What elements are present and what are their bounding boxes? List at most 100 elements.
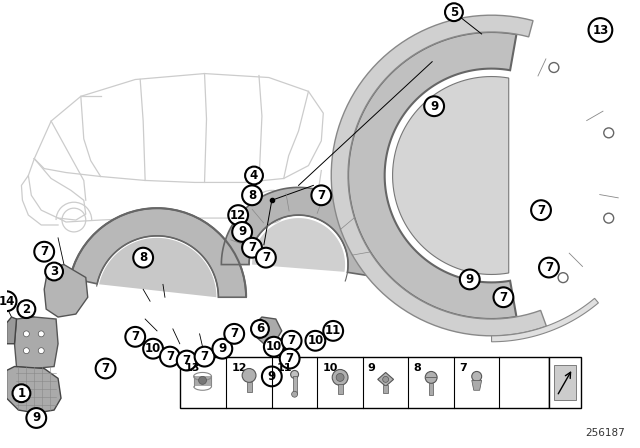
Text: 9: 9 bbox=[238, 225, 246, 238]
Circle shape bbox=[133, 248, 153, 267]
Text: 8: 8 bbox=[139, 251, 147, 264]
Circle shape bbox=[0, 291, 17, 311]
Circle shape bbox=[24, 331, 29, 337]
Circle shape bbox=[312, 185, 332, 205]
Bar bbox=[549, 357, 580, 408]
Text: 7: 7 bbox=[537, 204, 545, 217]
Circle shape bbox=[125, 327, 145, 347]
Circle shape bbox=[604, 128, 614, 138]
Text: 3: 3 bbox=[50, 265, 58, 278]
Bar bbox=[338, 384, 342, 394]
Bar bbox=[246, 382, 252, 392]
Text: 7: 7 bbox=[166, 350, 174, 363]
Polygon shape bbox=[332, 15, 547, 336]
Bar bbox=[429, 383, 433, 395]
Polygon shape bbox=[194, 376, 211, 386]
Circle shape bbox=[539, 258, 559, 277]
Text: 12: 12 bbox=[231, 362, 247, 373]
Polygon shape bbox=[70, 208, 246, 297]
Text: 7: 7 bbox=[287, 334, 296, 347]
Text: 7: 7 bbox=[131, 330, 140, 343]
Circle shape bbox=[26, 408, 46, 428]
Circle shape bbox=[291, 370, 298, 379]
Polygon shape bbox=[378, 372, 394, 386]
Circle shape bbox=[13, 384, 30, 402]
Text: 7: 7 bbox=[285, 352, 294, 365]
Circle shape bbox=[38, 348, 44, 353]
Circle shape bbox=[425, 371, 437, 383]
Circle shape bbox=[264, 337, 284, 357]
Text: 8: 8 bbox=[248, 189, 256, 202]
Circle shape bbox=[38, 331, 44, 337]
Circle shape bbox=[424, 96, 444, 116]
Polygon shape bbox=[472, 380, 482, 390]
Circle shape bbox=[232, 222, 252, 242]
Circle shape bbox=[17, 300, 35, 318]
Text: 7: 7 bbox=[230, 327, 238, 340]
Polygon shape bbox=[256, 317, 282, 344]
Polygon shape bbox=[44, 265, 88, 317]
Text: 9: 9 bbox=[466, 273, 474, 286]
Text: 10: 10 bbox=[307, 334, 323, 347]
Polygon shape bbox=[252, 218, 345, 272]
Text: 13: 13 bbox=[185, 362, 200, 373]
Text: 7: 7 bbox=[317, 189, 325, 202]
Circle shape bbox=[24, 348, 29, 353]
Polygon shape bbox=[6, 317, 17, 344]
Circle shape bbox=[177, 351, 196, 370]
Circle shape bbox=[160, 347, 180, 366]
Text: 7: 7 bbox=[459, 362, 467, 373]
Bar bbox=[383, 385, 388, 393]
Circle shape bbox=[143, 339, 163, 358]
Polygon shape bbox=[392, 77, 509, 275]
Circle shape bbox=[242, 369, 256, 382]
Circle shape bbox=[212, 339, 232, 358]
Polygon shape bbox=[6, 366, 61, 413]
Text: 2: 2 bbox=[22, 302, 31, 315]
Circle shape bbox=[383, 376, 388, 382]
Circle shape bbox=[251, 320, 269, 338]
Circle shape bbox=[256, 248, 276, 267]
Text: 6: 6 bbox=[256, 323, 264, 336]
Circle shape bbox=[282, 331, 301, 351]
Text: 7: 7 bbox=[545, 261, 553, 274]
Circle shape bbox=[323, 321, 343, 341]
Text: 7: 7 bbox=[102, 362, 109, 375]
Text: 9: 9 bbox=[430, 100, 438, 113]
Circle shape bbox=[460, 270, 479, 289]
Text: 256187: 256187 bbox=[586, 428, 625, 438]
Text: 7: 7 bbox=[40, 245, 48, 258]
Circle shape bbox=[228, 205, 248, 225]
Circle shape bbox=[305, 331, 325, 351]
Polygon shape bbox=[99, 238, 216, 297]
Text: 12: 12 bbox=[230, 209, 246, 222]
Circle shape bbox=[35, 242, 54, 262]
Text: 7: 7 bbox=[182, 354, 191, 367]
Text: 7: 7 bbox=[248, 241, 256, 254]
Circle shape bbox=[445, 3, 463, 21]
Circle shape bbox=[45, 263, 63, 280]
Text: 1: 1 bbox=[17, 387, 26, 400]
Text: 5: 5 bbox=[450, 6, 458, 19]
Text: 9: 9 bbox=[268, 370, 276, 383]
Text: 7: 7 bbox=[200, 350, 209, 363]
Text: 7: 7 bbox=[262, 251, 270, 264]
Circle shape bbox=[531, 200, 551, 220]
Text: 10: 10 bbox=[145, 342, 161, 355]
Text: 10: 10 bbox=[323, 362, 338, 373]
Circle shape bbox=[280, 349, 300, 369]
Circle shape bbox=[245, 167, 263, 185]
Circle shape bbox=[195, 347, 214, 366]
Circle shape bbox=[95, 358, 115, 379]
Circle shape bbox=[292, 391, 298, 397]
Circle shape bbox=[604, 213, 614, 223]
Text: 11: 11 bbox=[325, 324, 341, 337]
Circle shape bbox=[262, 366, 282, 386]
Text: 13: 13 bbox=[592, 23, 609, 37]
Circle shape bbox=[472, 371, 482, 381]
Text: 9: 9 bbox=[368, 362, 376, 373]
Text: 14: 14 bbox=[0, 295, 15, 308]
Circle shape bbox=[549, 63, 559, 73]
Polygon shape bbox=[348, 32, 516, 319]
Circle shape bbox=[589, 18, 612, 42]
